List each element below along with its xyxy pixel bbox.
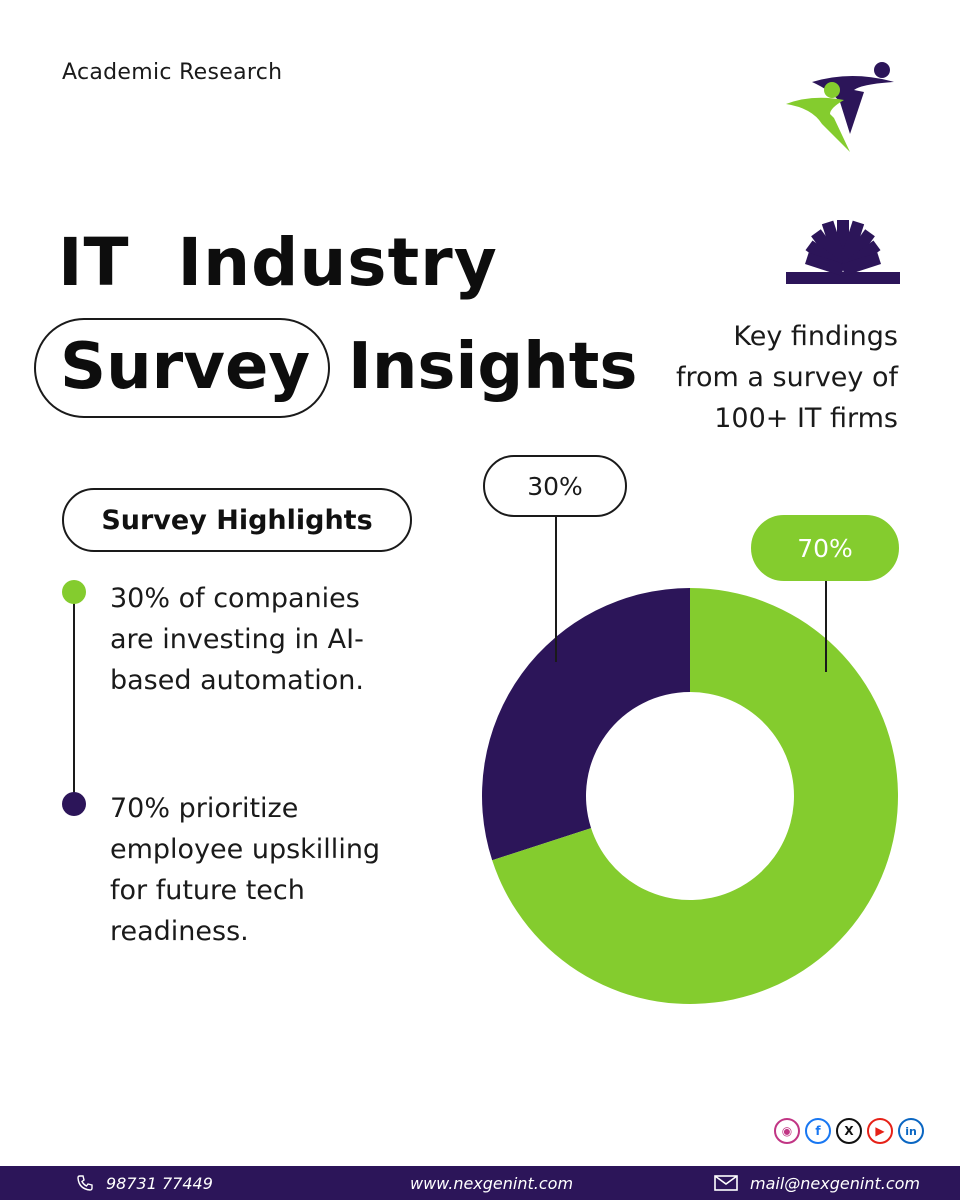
slice-label-pill bbox=[483, 455, 627, 517]
slice-label: 30% bbox=[527, 472, 583, 501]
subtitle: Key findings from a survey of 100+ IT fi… bbox=[598, 316, 898, 439]
title-word-boxed: Survey bbox=[60, 330, 311, 404]
subtitle-line: Key findings bbox=[733, 321, 898, 352]
highlight-line: for future tech bbox=[110, 875, 305, 906]
instagram-icon[interactable]: ◉ bbox=[774, 1118, 800, 1144]
phone-icon bbox=[76, 1174, 94, 1192]
bullet-dot-purple bbox=[62, 792, 86, 816]
highlight-line: 30% of companies bbox=[110, 583, 360, 614]
phone-number: 98731 77449 bbox=[106, 1173, 213, 1193]
website-link[interactable]: www.nexgenint.com bbox=[410, 1173, 574, 1193]
slice-label-pill bbox=[751, 515, 899, 581]
footer-phone[interactable]: 98731 77449 bbox=[76, 1166, 213, 1200]
title-word-plain: Insights bbox=[348, 330, 638, 404]
highlight-line: employee upskilling bbox=[110, 834, 381, 865]
facebook-icon[interactable]: f bbox=[805, 1118, 831, 1144]
highlight-line: based automation. bbox=[110, 665, 364, 696]
title-highlight-pill bbox=[34, 318, 330, 418]
linkedin-icon[interactable]: in bbox=[898, 1118, 924, 1144]
highlight-line: 70% prioritize bbox=[110, 793, 299, 824]
email-address: mail@nexgenint.com bbox=[750, 1173, 920, 1193]
highlights-heading: Survey Highlights bbox=[62, 488, 412, 552]
footer-website[interactable]: www.nexgenint.com bbox=[410, 1166, 573, 1200]
subtitle-line: 100+ IT firms bbox=[714, 403, 898, 434]
highlight-item-1: 30% of companies are investing in AI- ba… bbox=[110, 578, 430, 701]
timeline-line bbox=[73, 592, 75, 804]
bullet-dot-green bbox=[62, 580, 86, 604]
highlight-line: readiness. bbox=[110, 916, 249, 947]
title-line-1: IT Industry bbox=[58, 224, 498, 301]
social-links: ◉ f X ▶ in bbox=[774, 1118, 924, 1144]
highlight-line: are investing in AI- bbox=[110, 624, 364, 655]
mail-icon bbox=[714, 1175, 738, 1191]
sunburst-icon bbox=[786, 220, 900, 284]
youtube-icon[interactable]: ▶ bbox=[867, 1118, 893, 1144]
subtitle-line: from a survey of bbox=[676, 362, 898, 393]
donut-slice-2 bbox=[492, 588, 898, 1004]
company-logo bbox=[786, 62, 894, 152]
slice-label: 70% bbox=[797, 534, 853, 563]
x-icon[interactable]: X bbox=[836, 1118, 862, 1144]
footer-email[interactable]: mail@nexgenint.com bbox=[714, 1166, 920, 1200]
donut-slice-1 bbox=[481, 588, 690, 861]
highlight-item-2: 70% prioritize employee upskilling for f… bbox=[110, 788, 430, 952]
footer-bar: 98731 77449 www.nexgenint.com mail@nexge… bbox=[0, 1166, 960, 1200]
brand-label: Academic Research bbox=[62, 60, 283, 85]
